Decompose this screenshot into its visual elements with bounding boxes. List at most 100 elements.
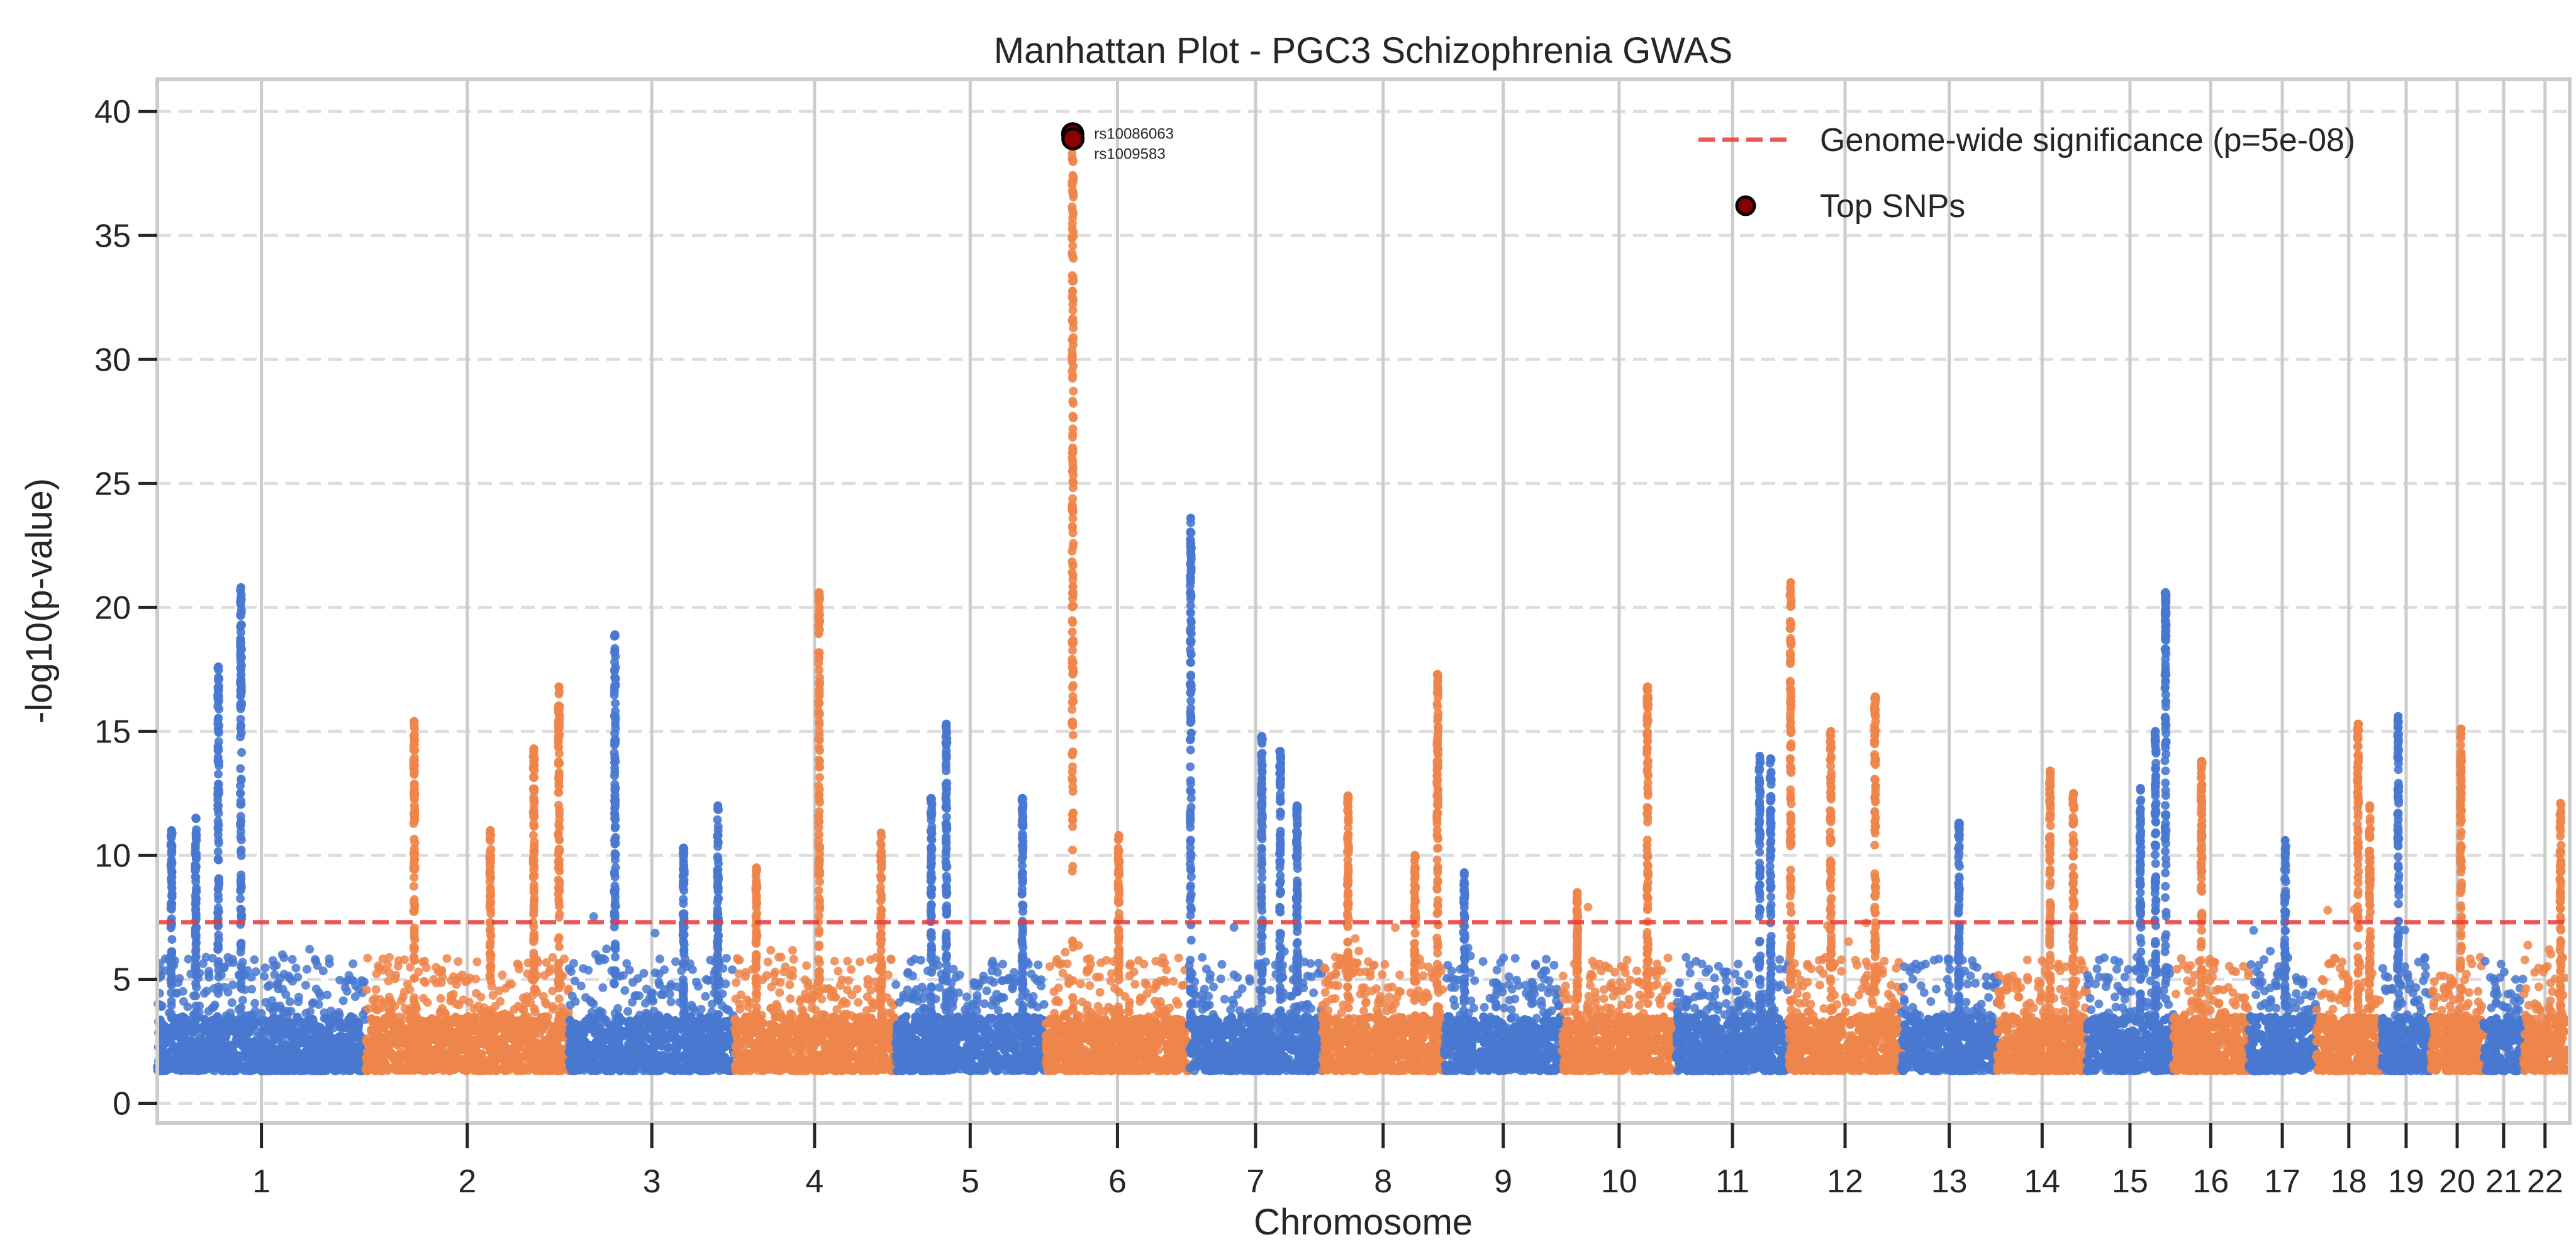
snp-point xyxy=(618,971,628,980)
snp-point xyxy=(973,1066,981,1075)
snp-point xyxy=(701,992,710,1001)
snp-point xyxy=(227,998,237,1007)
snp-point xyxy=(373,961,382,971)
snp-point xyxy=(925,1040,934,1049)
snp-points xyxy=(153,131,2571,1076)
snp-point xyxy=(989,978,998,987)
snp-point xyxy=(184,954,193,964)
snp-point xyxy=(744,1057,753,1066)
snp-point xyxy=(819,1010,828,1019)
snp-point xyxy=(431,1044,440,1054)
snp-point xyxy=(507,980,516,989)
snp-point xyxy=(993,968,1002,977)
snp-point xyxy=(602,1052,611,1061)
snp-point xyxy=(843,956,852,966)
snp-point xyxy=(367,1016,377,1026)
snp-point xyxy=(669,1026,679,1036)
snp-point xyxy=(540,1012,550,1021)
snp-point xyxy=(847,1039,857,1048)
snp-point xyxy=(1029,992,1038,1001)
snp-point xyxy=(832,1017,841,1026)
snp-point xyxy=(334,1008,343,1017)
snp-point xyxy=(979,971,988,981)
snp-point xyxy=(783,1033,792,1043)
snp-point xyxy=(591,1061,601,1070)
snp-point xyxy=(1085,981,1095,990)
snp-point xyxy=(886,955,896,965)
snp-point xyxy=(437,967,446,976)
snp-point xyxy=(696,1012,705,1022)
snp-point xyxy=(1140,978,1150,988)
snp-point xyxy=(735,999,744,1009)
snp-point xyxy=(225,1015,235,1024)
snp-point xyxy=(906,957,916,966)
snp-point xyxy=(179,997,188,1006)
snp-point xyxy=(476,992,486,1002)
snp-point xyxy=(476,1024,484,1034)
snp-point xyxy=(1052,995,1062,1005)
snp-point xyxy=(762,971,771,980)
snp-point xyxy=(789,954,798,964)
snp-point xyxy=(655,1020,664,1029)
snp-point xyxy=(178,987,187,996)
snp-point xyxy=(733,1034,742,1043)
snp-point xyxy=(974,979,984,988)
snp-point xyxy=(305,1015,315,1024)
snp-point xyxy=(671,1065,680,1074)
snp-point xyxy=(874,1063,883,1072)
snp-point xyxy=(270,1029,279,1038)
snp-point xyxy=(335,1017,345,1027)
snp-point xyxy=(1172,997,1181,1006)
snp-point xyxy=(942,1065,951,1075)
snp-point xyxy=(362,1065,371,1075)
snp-point xyxy=(951,973,961,982)
snp-point xyxy=(650,1049,659,1058)
snp-point xyxy=(257,1036,266,1046)
snp-point xyxy=(202,987,211,996)
snp-point xyxy=(589,1024,598,1034)
snp-point xyxy=(767,1004,776,1013)
snp-point xyxy=(472,957,482,966)
snp-point xyxy=(238,995,247,1005)
snp-point xyxy=(982,986,991,995)
snp-point xyxy=(340,983,350,992)
snp-point xyxy=(303,965,311,974)
snp-point xyxy=(378,1003,388,1012)
snp-point xyxy=(695,1046,705,1055)
snp-point xyxy=(791,1055,801,1065)
snp-point xyxy=(1020,1051,1029,1061)
snp-point xyxy=(367,1025,376,1034)
snp-point xyxy=(250,999,260,1008)
snp-point xyxy=(176,1013,185,1022)
snp-point xyxy=(454,957,463,966)
snp-point xyxy=(765,1047,774,1056)
snp-point xyxy=(432,1065,441,1074)
snp-point xyxy=(850,1051,859,1061)
snp-point xyxy=(201,1055,211,1063)
snp-point xyxy=(620,986,630,995)
snp-point xyxy=(471,975,481,984)
snp-point xyxy=(772,1046,782,1055)
snp-point xyxy=(418,957,427,966)
snp-point xyxy=(496,997,505,1006)
snp-point xyxy=(286,1050,295,1060)
snp-point xyxy=(175,974,184,983)
snp-point xyxy=(1034,960,1043,970)
snp-point xyxy=(884,1065,894,1074)
snp-point xyxy=(172,1065,181,1075)
snp-point xyxy=(263,982,272,992)
snp-point xyxy=(693,1023,703,1032)
snp-point xyxy=(250,955,259,965)
snp-point xyxy=(343,1044,353,1053)
snp-point xyxy=(384,953,394,962)
snp-point xyxy=(741,1049,750,1058)
snp-point xyxy=(207,1061,216,1071)
snp-point xyxy=(415,1022,425,1031)
snp-point xyxy=(980,999,989,1009)
snp-point xyxy=(469,1035,479,1044)
snp-point xyxy=(793,1033,803,1043)
snp-point xyxy=(649,997,658,1006)
snp-point xyxy=(613,1021,623,1030)
snp-point xyxy=(867,1014,876,1023)
snp-point xyxy=(449,1044,458,1053)
